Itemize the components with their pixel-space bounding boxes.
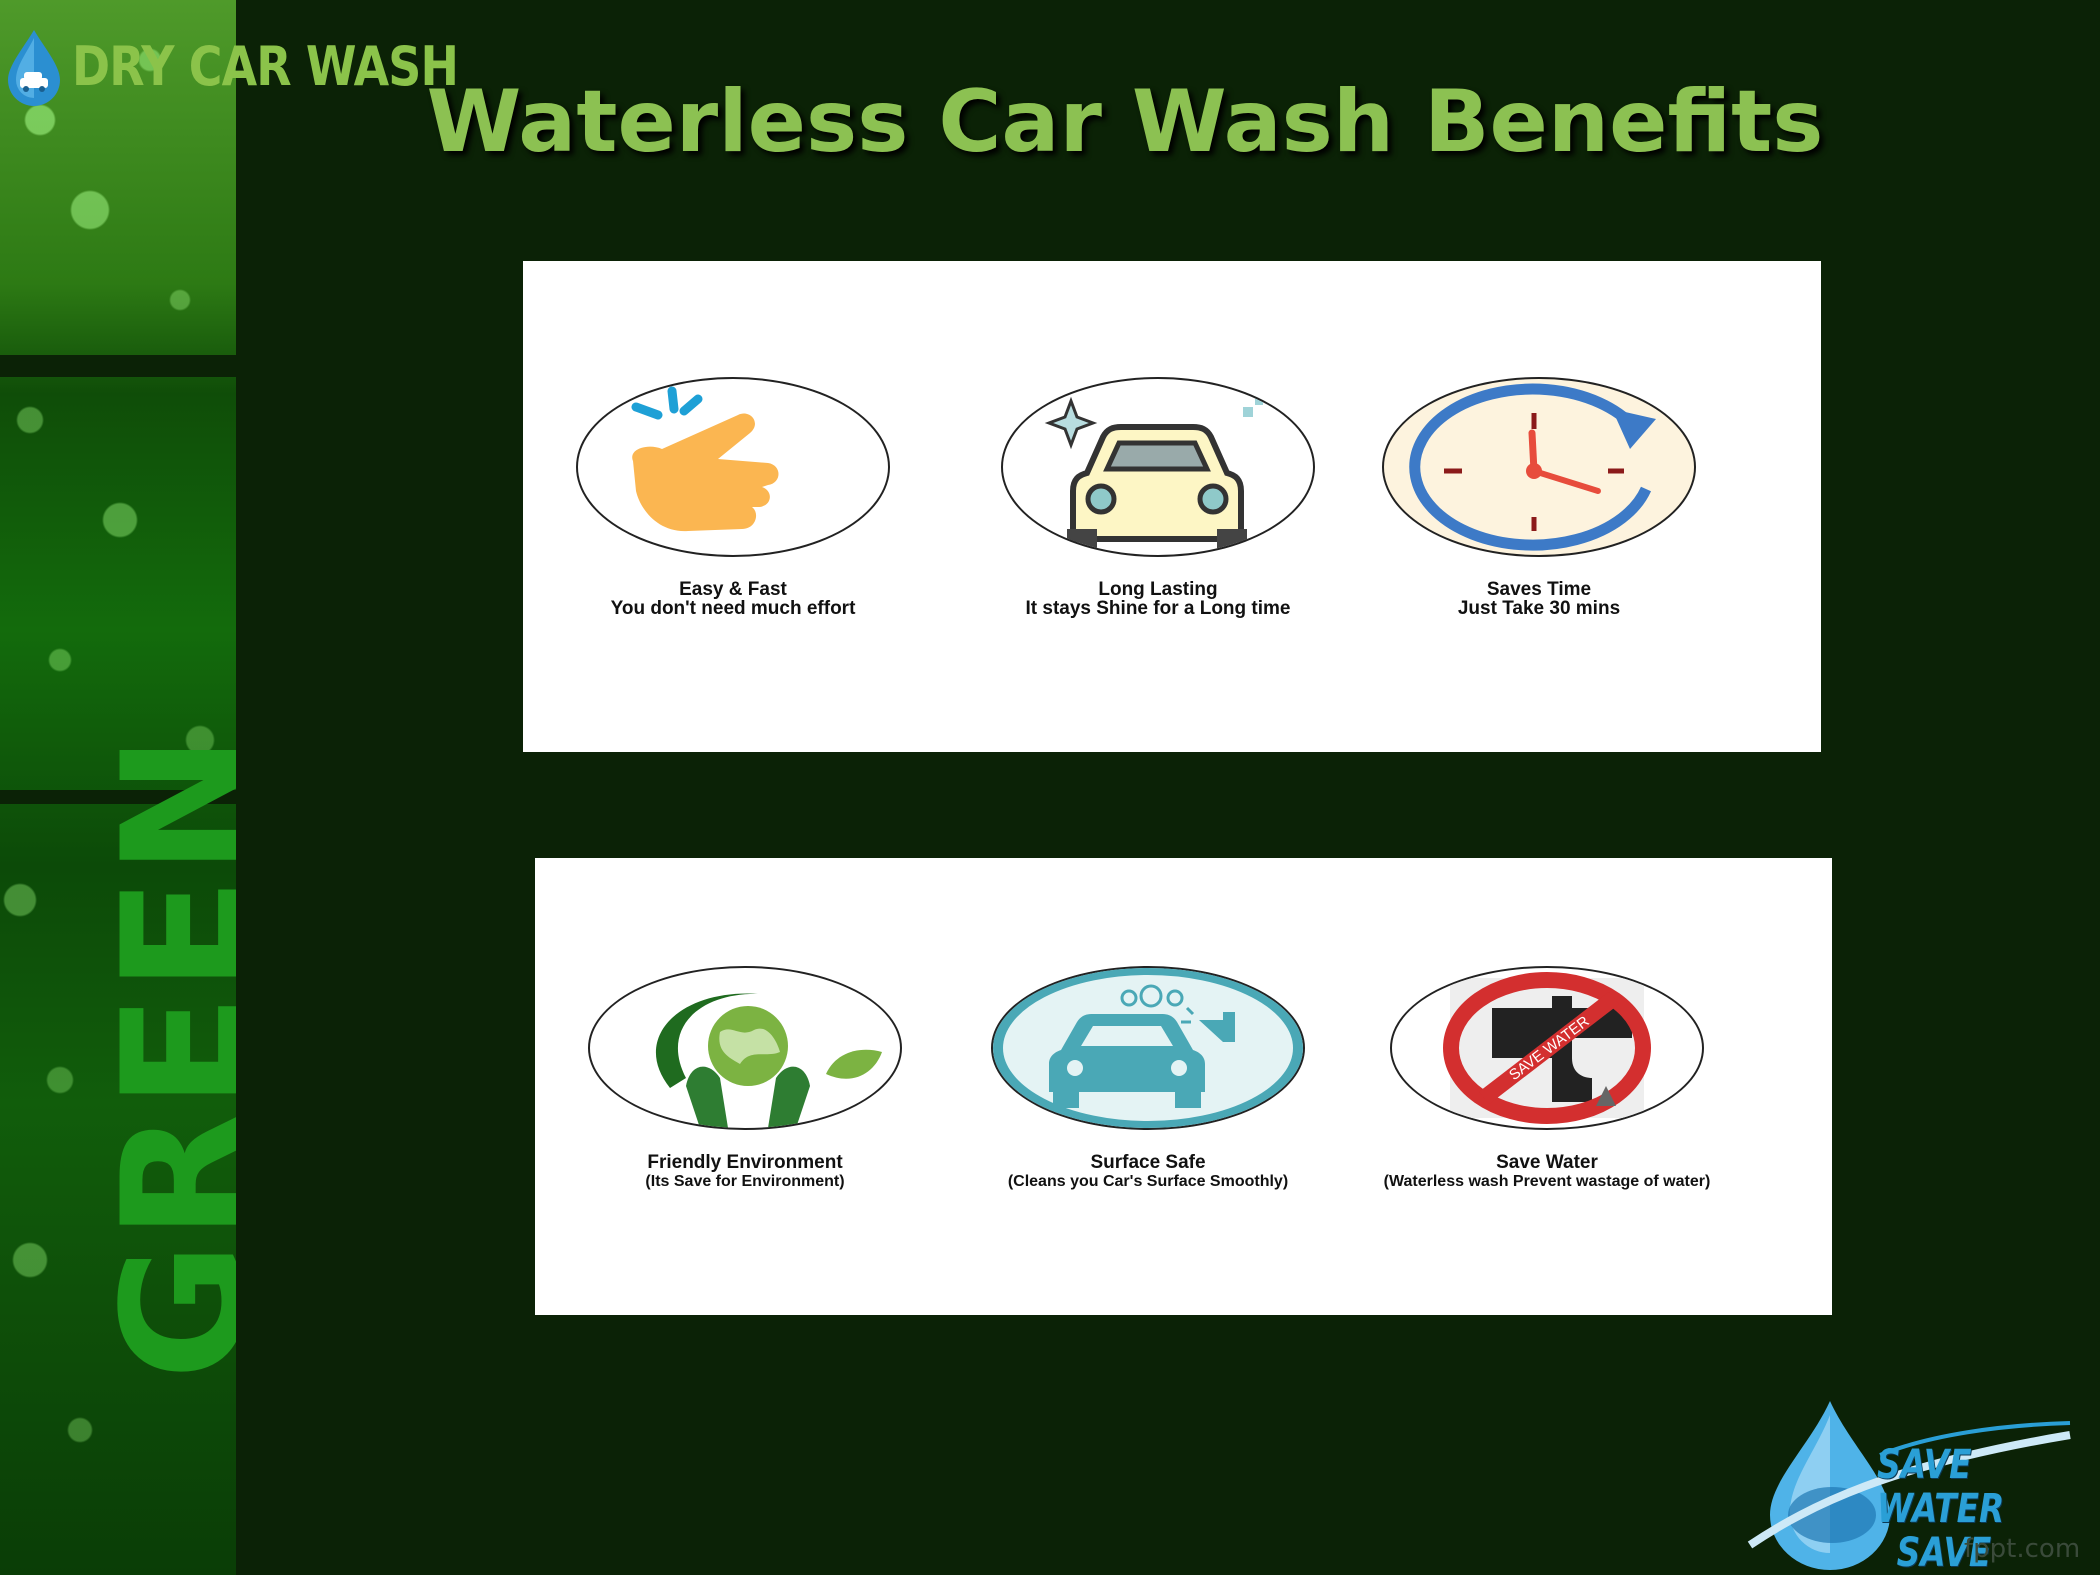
benefit-subtitle: (Cleans you Car's Surface Smoothly) bbox=[1007, 1173, 1289, 1190]
benefit-subtitle: (Waterless wash Prevent wastage of water… bbox=[1383, 1173, 1711, 1190]
globe-hands-icon bbox=[655, 993, 882, 1128]
benefit-title: Save Water bbox=[1496, 1152, 1598, 1173]
benefit-subtitle: You don't need much effort bbox=[610, 598, 856, 619]
benefits-panel-top: Easy & Fast You don't need much effort L… bbox=[523, 261, 1821, 752]
slogan-line: SAVE LIFE bbox=[1896, 1530, 1992, 1575]
benefit-title: Surface Safe bbox=[1090, 1152, 1206, 1173]
benefits-panel-bottom: Friendly Environment (Its Save for Envir… bbox=[535, 858, 1832, 1315]
side-divider bbox=[0, 790, 236, 804]
tap-hand-icon bbox=[631, 386, 779, 532]
save-water-slogan: SAVE WATER SAVE LIFE bbox=[1877, 1443, 2060, 1575]
water-drop-car-icon bbox=[8, 30, 60, 106]
side-decoration: GREEN bbox=[0, 0, 236, 1575]
benefit-item: SAVE WATER Save Water (Waterless wash Pr… bbox=[1337, 966, 1757, 1191]
benefit-icon-frame bbox=[588, 966, 902, 1130]
save-water-drop-icon bbox=[1747, 1401, 2071, 1570]
benefit-subtitle: It stays Shine for a Long time bbox=[1025, 598, 1291, 619]
clock-icon bbox=[1409, 383, 1656, 551]
watermark: fppt.com bbox=[1964, 1534, 2081, 1564]
side-word: GREEN bbox=[86, 732, 236, 1380]
benefit-subtitle: (Its Save for Environment) bbox=[645, 1173, 845, 1190]
benefit-icon-frame bbox=[991, 966, 1305, 1130]
benefit-icon-frame bbox=[1001, 377, 1315, 557]
benefit-item: Long Lasting It stays Shine for a Long t… bbox=[948, 377, 1368, 618]
benefit-icon-frame bbox=[1382, 377, 1696, 557]
brand-name: DRY CAR WASH bbox=[72, 35, 459, 98]
slogan-line: SAVE WATER bbox=[1877, 1442, 2005, 1532]
benefit-subtitle: Just Take 30 mins bbox=[1457, 598, 1621, 619]
benefit-item: Friendly Environment (Its Save for Envir… bbox=[535, 966, 955, 1191]
benefit-title: Friendly Environment bbox=[647, 1152, 843, 1173]
benefit-icon-frame bbox=[576, 377, 890, 557]
benefit-icon-frame: SAVE WATER bbox=[1390, 966, 1704, 1130]
car-spray-icon bbox=[993, 968, 1303, 1128]
benefit-title: Easy & Fast bbox=[679, 579, 787, 600]
shiny-car-icon bbox=[1044, 396, 1263, 555]
side-divider bbox=[0, 355, 236, 377]
no-tap-icon: SAVE WATER bbox=[1443, 972, 1651, 1124]
benefit-item: Saves Time Just Take 30 mins bbox=[1329, 377, 1749, 618]
benefit-item: Easy & Fast You don't need much effort bbox=[523, 377, 943, 618]
benefit-item: Surface Safe (Cleans you Car's Surface S… bbox=[938, 966, 1358, 1191]
benefit-title: Long Lasting bbox=[1098, 579, 1218, 600]
brand-logo: DRY CAR WASH bbox=[4, 28, 526, 106]
benefit-title: Saves Time bbox=[1486, 579, 1592, 600]
slide-title: Waterless Car Wash Benefits bbox=[426, 72, 1824, 172]
